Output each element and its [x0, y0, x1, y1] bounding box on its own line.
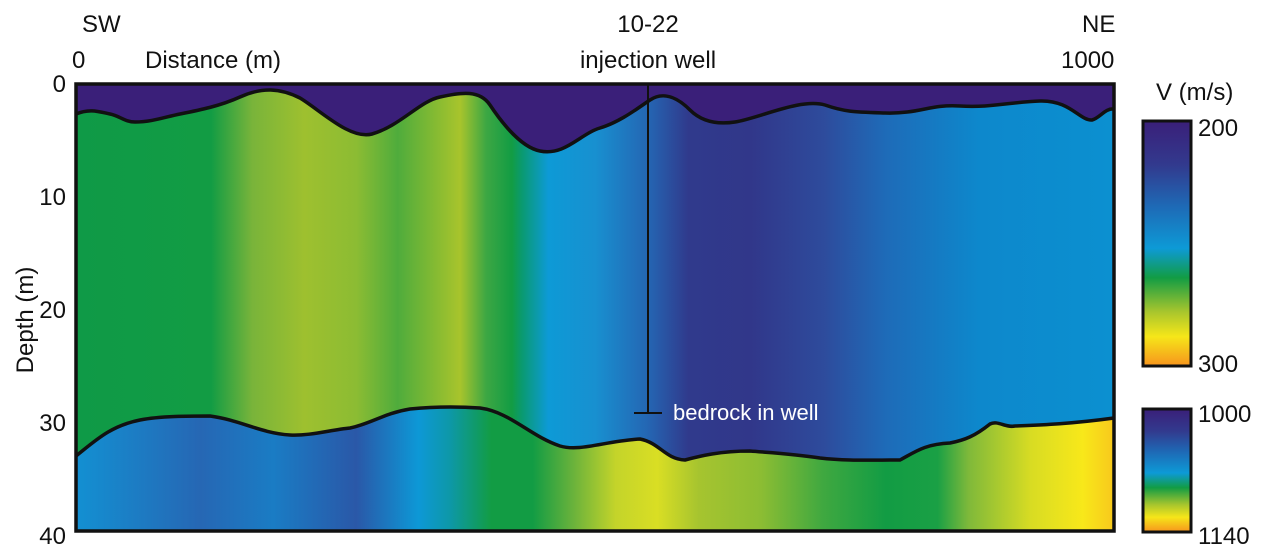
colorbar-title: V (m/s): [1156, 79, 1233, 106]
colorbar-top-min-label: 300: [1198, 351, 1238, 378]
velocity-section: [74, 82, 1116, 533]
bedrock-label: bedrock in well: [673, 400, 819, 425]
well-type-label: injection well: [580, 47, 716, 74]
sw-direction-label: SW: [82, 11, 121, 38]
top-boundary-line: [75, 88, 1115, 154]
colorbar-bottom-min-label: 1140: [1198, 523, 1250, 546]
x-start-label: 0: [72, 47, 85, 74]
bottom-boundary-line: [74, 405, 1115, 462]
x-axis-label: Distance (m): [145, 47, 281, 74]
colorbar-bottom: [1141, 407, 1193, 534]
y-axis-label: Depth (m): [12, 267, 39, 374]
colorbar-bottom-max-label: 1000: [1198, 401, 1251, 428]
colorbar-top-max-label: 200: [1198, 115, 1238, 142]
y-tick-10: 10: [39, 184, 66, 211]
top-layer: [76, 84, 1114, 152]
y-tick-30: 30: [39, 410, 66, 437]
y-tick-0: 0: [53, 71, 66, 98]
section-frame: [74, 82, 1116, 533]
ne-direction-label: NE: [1082, 11, 1115, 38]
well-name-label: 10-22: [617, 11, 678, 38]
x-end-label: 1000: [1061, 47, 1114, 74]
y-tick-40: 40: [39, 523, 66, 546]
colorbar-top: [1141, 119, 1193, 368]
bottom-layer: [76, 406, 1114, 531]
y-tick-20: 20: [39, 297, 66, 324]
